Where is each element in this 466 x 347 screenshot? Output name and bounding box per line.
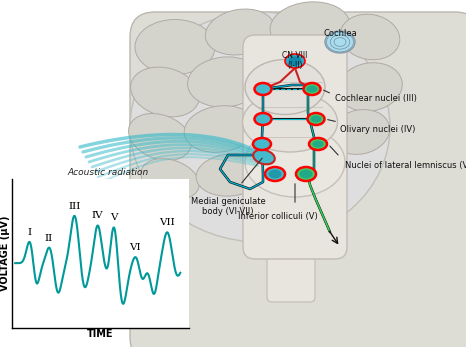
Ellipse shape bbox=[313, 141, 323, 147]
Ellipse shape bbox=[288, 57, 302, 66]
Ellipse shape bbox=[268, 169, 281, 178]
Ellipse shape bbox=[260, 53, 340, 105]
Ellipse shape bbox=[330, 110, 390, 154]
Ellipse shape bbox=[130, 67, 199, 117]
Ellipse shape bbox=[265, 167, 285, 181]
Ellipse shape bbox=[245, 127, 345, 197]
Ellipse shape bbox=[184, 106, 256, 152]
Text: Acoustic radiation: Acoustic radiation bbox=[68, 168, 149, 177]
Ellipse shape bbox=[300, 169, 313, 178]
Text: Cochlea: Cochlea bbox=[323, 29, 357, 38]
Ellipse shape bbox=[309, 138, 327, 150]
Ellipse shape bbox=[242, 92, 337, 152]
Ellipse shape bbox=[258, 102, 332, 152]
Text: Olivary nuclei (IV): Olivary nuclei (IV) bbox=[340, 125, 415, 134]
Ellipse shape bbox=[245, 59, 325, 115]
Ellipse shape bbox=[308, 113, 324, 125]
Ellipse shape bbox=[188, 57, 262, 107]
Text: VI: VI bbox=[130, 243, 141, 252]
Text: CN VIII
(I-II): CN VIII (I-II) bbox=[282, 51, 308, 70]
Text: Inferior colliculi (V): Inferior colliculi (V) bbox=[238, 212, 318, 221]
Text: III: III bbox=[68, 202, 81, 211]
Y-axis label: VOLTAGE (μV): VOLTAGE (μV) bbox=[0, 215, 10, 291]
Text: Medial geniculate
body (VI-VII): Medial geniculate body (VI-VII) bbox=[191, 197, 265, 217]
Text: IV: IV bbox=[92, 211, 103, 220]
FancyBboxPatch shape bbox=[130, 12, 466, 347]
Ellipse shape bbox=[325, 31, 355, 53]
Ellipse shape bbox=[338, 63, 402, 111]
Ellipse shape bbox=[196, 154, 264, 196]
Ellipse shape bbox=[303, 83, 321, 95]
Ellipse shape bbox=[129, 113, 192, 160]
Ellipse shape bbox=[270, 2, 350, 52]
FancyBboxPatch shape bbox=[267, 162, 315, 302]
Text: II: II bbox=[45, 234, 53, 243]
Text: I: I bbox=[27, 228, 31, 237]
Ellipse shape bbox=[135, 19, 215, 75]
Ellipse shape bbox=[253, 138, 271, 150]
Text: Cochlear nuclei (III): Cochlear nuclei (III) bbox=[335, 93, 417, 102]
Ellipse shape bbox=[253, 150, 275, 164]
Text: V: V bbox=[110, 213, 117, 222]
Ellipse shape bbox=[285, 54, 305, 68]
Ellipse shape bbox=[307, 85, 317, 93]
Text: VII: VII bbox=[159, 218, 175, 227]
Text: Nuclei of lateral lemniscus (V): Nuclei of lateral lemniscus (V) bbox=[345, 161, 466, 169]
Ellipse shape bbox=[206, 9, 274, 55]
Ellipse shape bbox=[130, 12, 390, 242]
X-axis label: TIME: TIME bbox=[87, 329, 113, 339]
Ellipse shape bbox=[296, 167, 316, 181]
Ellipse shape bbox=[254, 113, 272, 125]
FancyBboxPatch shape bbox=[243, 35, 347, 259]
Ellipse shape bbox=[340, 14, 400, 60]
Ellipse shape bbox=[141, 159, 199, 199]
Ellipse shape bbox=[310, 116, 322, 122]
Ellipse shape bbox=[254, 83, 272, 95]
